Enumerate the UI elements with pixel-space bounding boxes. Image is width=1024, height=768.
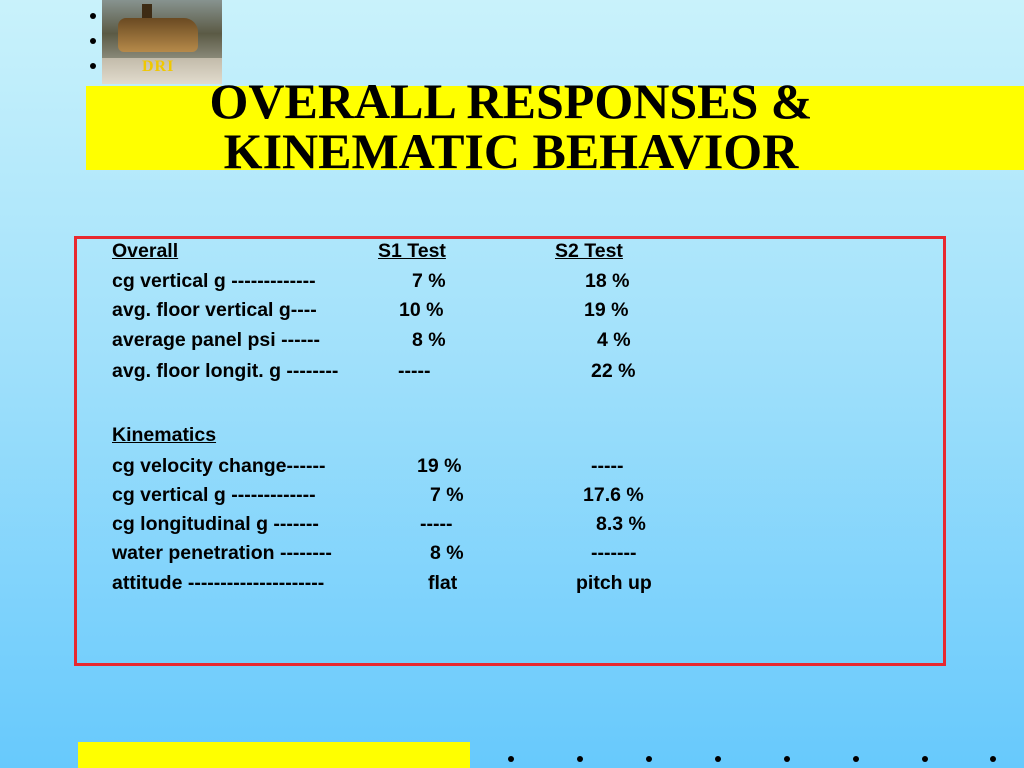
bottom-right-bullet-dots (508, 756, 998, 764)
bullet-dot (577, 756, 583, 762)
results-table-frame (74, 236, 946, 666)
s2-value: 4 % (597, 329, 631, 351)
row-label: avg. floor longit. g -------- (112, 360, 339, 382)
bullet-dot (715, 756, 721, 762)
title-highlight-band (86, 86, 1024, 170)
s1-value: 7 % (412, 270, 446, 292)
dri-logo-image: DRI (102, 0, 222, 84)
slide-title: OVERALL RESPONSES & KINEMATIC BEHAVIOR (86, 76, 936, 176)
s1-value: 10 % (399, 299, 444, 321)
row-label: average panel psi ------ (112, 329, 321, 351)
s1-value: ----- (398, 360, 431, 382)
bullet-dot (990, 756, 996, 762)
s1-value: 8 % (430, 542, 464, 564)
s2-value: 22 % (591, 360, 636, 382)
s2-value: pitch up (576, 572, 652, 594)
bullet-dot (90, 13, 96, 19)
water-splash-shape (102, 58, 222, 84)
bullet-dot (853, 756, 859, 762)
kinematics-heading: Kinematics (112, 424, 217, 446)
helicopter-rotor-shape (142, 4, 152, 20)
s1-value: 7 % (430, 484, 464, 506)
s2-test-heading: S2 Test (555, 240, 623, 262)
bullet-dot (90, 38, 96, 44)
row-label: cg vertical g ------------- (112, 484, 316, 506)
row-label: attitude --------------------- (112, 572, 325, 594)
logo-label: DRI (142, 58, 175, 75)
bullet-dot (646, 756, 652, 762)
helicopter-shape (118, 18, 198, 52)
title-line-1: OVERALL RESPONSES & (209, 73, 813, 129)
s1-value: 8 % (412, 329, 446, 351)
s2-value: 18 % (585, 270, 630, 292)
title-line-2: KINEMATIC BEHAVIOR (223, 123, 799, 179)
s2-value: 17.6 % (583, 484, 644, 506)
s1-value: ----- (420, 513, 453, 535)
s2-value: ----- (591, 455, 624, 477)
s2-value: ------- (591, 542, 637, 564)
s2-value: 8.3 % (596, 513, 646, 535)
s2-value: 19 % (584, 299, 629, 321)
row-label: cg velocity change------ (112, 455, 326, 477)
row-label: cg vertical g ------------- (112, 270, 316, 292)
bullet-dot (508, 756, 514, 762)
overall-heading: Overall (112, 240, 179, 262)
s1-value: flat (428, 572, 458, 594)
bottom-highlight-bar (78, 742, 470, 768)
row-label: avg. floor vertical g---- (112, 299, 317, 321)
top-left-bullet-dots (86, 6, 100, 88)
bullet-dot (784, 756, 790, 762)
bullet-dot (90, 63, 96, 69)
bullet-dot (922, 756, 928, 762)
row-label: cg longitudinal g ------- (112, 513, 319, 535)
s1-test-heading: S1 Test (378, 240, 446, 262)
row-label: water penetration -------- (112, 542, 332, 564)
s1-value: 19 % (417, 455, 462, 477)
